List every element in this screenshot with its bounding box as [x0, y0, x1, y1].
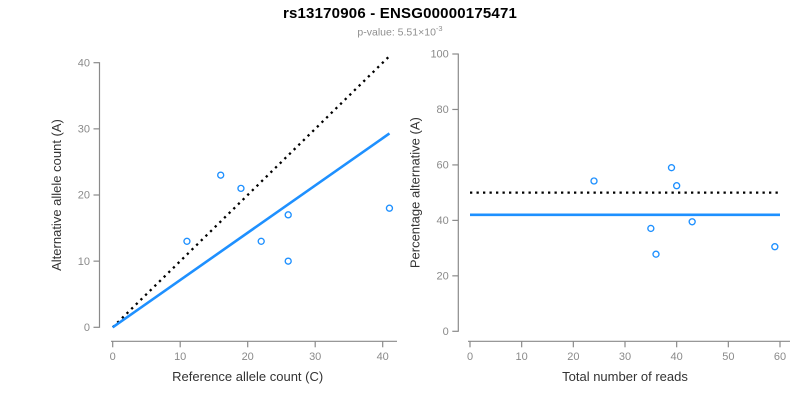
p-value-subtitle: p-value: 5.51×10-3	[0, 24, 800, 39]
y-tick-label: 60	[437, 160, 449, 172]
x-tick-label: 50	[722, 351, 734, 363]
right-plot: 0 20 40 60 80 100 Percentage alternative (A) 0 1…	[408, 49, 790, 384]
data-point	[284, 257, 292, 265]
p-value-exponent: -3	[435, 24, 443, 33]
y-axis-title: Alternative allele count (A)	[49, 119, 64, 271]
data-point	[237, 184, 245, 193]
x-axis-title: Reference allele count (C)	[172, 369, 323, 384]
p-value-text: p-value: 5.51×10	[357, 26, 436, 39]
x-tick-label: 10	[516, 351, 528, 363]
y-tick-label: 20	[437, 270, 449, 282]
data-point	[385, 204, 394, 212]
x-tick-label: 30	[619, 351, 631, 363]
x-tick-label: 40	[671, 351, 683, 363]
y-tick-label: 20	[78, 190, 90, 202]
fit-line	[111, 132, 391, 329]
data-point	[183, 237, 191, 245]
x-axis-title: Total number of reads	[562, 369, 688, 384]
data-point	[652, 250, 660, 258]
data-point	[672, 182, 681, 190]
y-tick-label: 80	[437, 104, 449, 116]
y-axis-title: Percentage alternative (A)	[408, 117, 423, 268]
x-tick-label: 30	[309, 351, 321, 363]
data-point	[667, 164, 676, 172]
x-tick-label: 40	[377, 351, 389, 363]
y-tick-label: 0	[84, 322, 90, 334]
identity-line	[111, 55, 391, 329]
x-tick-label: 10	[174, 351, 186, 363]
y-tick-label: 10	[78, 256, 90, 268]
y-tick-label: 0	[443, 326, 449, 338]
left-plot: 0 10 20 30 40 Alternative allele count (A) 0 10…	[49, 55, 397, 384]
x-tick-label: 0	[110, 351, 116, 363]
x-tick-label: 20	[242, 351, 254, 363]
page-title: rs13170906 - ENSG00000175471	[282, 5, 518, 22]
x-tick-label: 60	[774, 351, 786, 363]
data-point	[217, 171, 225, 179]
y-tick-label: 40	[78, 57, 90, 69]
data-point	[284, 211, 292, 219]
data-point	[647, 224, 655, 233]
y-tick-label: 30	[78, 123, 90, 135]
y-tick-label: 40	[437, 215, 449, 227]
x-tick-label: 20	[567, 351, 579, 363]
x-tick-label: 0	[467, 351, 473, 363]
data-point	[688, 218, 696, 226]
data-point	[771, 243, 779, 251]
y-tick-label: 100	[430, 49, 448, 61]
data-point	[257, 237, 265, 245]
data-point	[590, 177, 598, 185]
